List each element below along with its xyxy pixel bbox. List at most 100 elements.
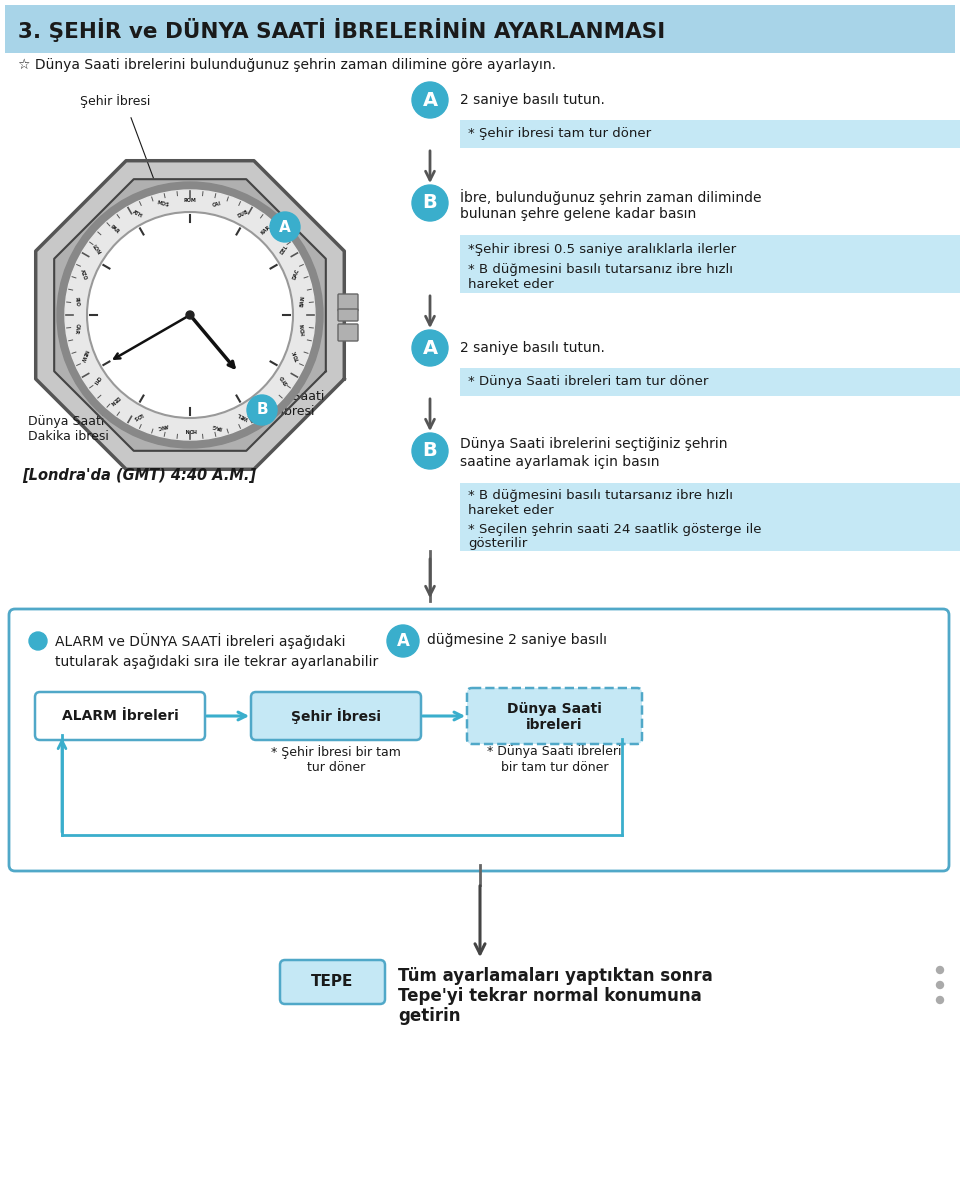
Text: KAR: KAR (260, 224, 272, 235)
FancyBboxPatch shape (460, 235, 960, 293)
FancyBboxPatch shape (338, 309, 358, 321)
Text: Tepe'yi tekrar normal konumuna: Tepe'yi tekrar normal konumuna (398, 986, 702, 1005)
Text: A: A (396, 632, 409, 650)
FancyBboxPatch shape (280, 961, 385, 1004)
Text: hareket eder: hareket eder (468, 504, 554, 517)
Text: CHI: CHI (91, 374, 101, 385)
Text: A: A (422, 91, 438, 110)
Text: 2 saniye basılı tutun.: 2 saniye basılı tutun. (460, 341, 605, 355)
Circle shape (937, 996, 944, 1003)
Text: BAN: BAN (300, 295, 306, 308)
Text: TOK: TOK (292, 349, 300, 361)
Circle shape (247, 395, 277, 425)
Text: İbre, bulunduğunuz şehrin zaman diliminde: İbre, bulunduğunuz şehrin zaman dilimind… (460, 189, 761, 205)
Text: Dünya Saati: Dünya Saati (507, 702, 602, 716)
Circle shape (270, 212, 300, 242)
Text: 2 saniye basılı tutun.: 2 saniye basılı tutun. (460, 93, 605, 107)
FancyBboxPatch shape (338, 294, 358, 312)
Text: ALARM ve DÜNYA SAATİ ibreleri aşağıdaki: ALARM ve DÜNYA SAATİ ibreleri aşağıdaki (55, 632, 346, 649)
Text: DEL: DEL (278, 244, 289, 256)
Text: Dünya Saati ibrelerini seçtiğiniz şehrin: Dünya Saati ibrelerini seçtiğiniz şehrin (460, 437, 728, 451)
Text: NOU: NOU (259, 394, 272, 406)
Polygon shape (54, 179, 325, 451)
Text: * Dünya Saati ibreleri tam tur döner: * Dünya Saati ibreleri tam tur döner (468, 375, 708, 388)
FancyBboxPatch shape (338, 324, 358, 341)
Text: ALARM İbreleri: ALARM İbreleri (61, 709, 179, 723)
Text: * B düğmesini basılı tutarsanız ibre hızlı: * B düğmesini basılı tutarsanız ibre hız… (468, 263, 733, 276)
Text: *Şehir ibresi 0.5 saniye aralıklarla ilerler: *Şehir ibresi 0.5 saniye aralıklarla ile… (468, 243, 736, 256)
Text: A: A (279, 219, 291, 235)
Text: LOS: LOS (132, 412, 143, 420)
Text: gösterilir: gösterilir (468, 538, 527, 551)
Text: PAR: PAR (108, 224, 120, 235)
Polygon shape (36, 160, 345, 470)
Text: CAI: CAI (212, 201, 223, 208)
Text: ATH: ATH (132, 209, 143, 218)
Text: Şehir İbresi: Şehir İbresi (80, 94, 150, 109)
Circle shape (29, 632, 47, 650)
Circle shape (412, 330, 448, 366)
FancyBboxPatch shape (467, 688, 642, 745)
Circle shape (65, 190, 315, 440)
FancyBboxPatch shape (251, 691, 421, 740)
Text: Tüm ayarlamaları yaptıktan sonra: Tüm ayarlamaları yaptıktan sonra (398, 966, 712, 985)
Text: SYD: SYD (278, 374, 289, 386)
Circle shape (412, 81, 448, 118)
FancyBboxPatch shape (9, 609, 949, 871)
Text: DUB: DUB (236, 209, 250, 219)
Text: Dakika ibresi: Dakika ibresi (28, 430, 108, 442)
Text: * Şehir ibresi tam tur döner: * Şehir ibresi tam tur döner (468, 127, 651, 140)
Text: Dünya Saati: Dünya Saati (248, 391, 324, 404)
Circle shape (387, 625, 419, 657)
Text: [Londra'da (GMT) 4:40 A.M.]: [Londra'da (GMT) 4:40 A.M.] (22, 468, 256, 483)
Text: 3. ŞEHİR ve DÜNYA SAATİ İBRELERİNİN AYARLANMASI: 3. ŞEHİR ve DÜNYA SAATİ İBRELERİNİN AYAR… (18, 18, 665, 42)
FancyBboxPatch shape (5, 5, 955, 53)
Text: TEPE: TEPE (311, 975, 353, 990)
Text: ANC: ANC (156, 422, 169, 430)
Text: DAC: DAC (292, 268, 300, 281)
Circle shape (87, 212, 293, 418)
Text: ibreleri: ibreleri (526, 717, 583, 732)
Text: B: B (422, 194, 438, 212)
Text: Dünya Saati: Dünya Saati (28, 415, 105, 428)
Circle shape (937, 982, 944, 989)
Circle shape (412, 433, 448, 468)
Text: CAR: CAR (74, 323, 80, 334)
Text: ☆ Dünya Saati ibrelerini bulunduğunuz şehrin zaman dilimine göre ayarlayın.: ☆ Dünya Saati ibrelerini bulunduğunuz şe… (18, 58, 556, 72)
Text: bulunan şehre gelene kadar basın: bulunan şehre gelene kadar basın (460, 206, 696, 221)
Text: MOS: MOS (156, 201, 170, 208)
Circle shape (412, 185, 448, 221)
Text: * Şehir İbresi bir tam: * Şehir İbresi bir tam (271, 745, 401, 759)
Text: A: A (422, 339, 438, 358)
Text: saatine ayarlamak için basın: saatine ayarlamak için basın (460, 455, 660, 468)
Text: NEW: NEW (79, 348, 88, 362)
Text: LON: LON (91, 244, 102, 256)
Text: WEL: WEL (236, 411, 250, 421)
Text: * Dünya Saati ibreleri: * Dünya Saati ibreleri (488, 745, 622, 758)
Text: AZO: AZO (79, 268, 87, 281)
Text: HON: HON (300, 322, 306, 335)
Text: tutularak aşağıdaki sıra ile tekrar ayarlanabilir: tutularak aşağıdaki sıra ile tekrar ayar… (55, 655, 378, 669)
Text: Şehir İbresi: Şehir İbresi (291, 708, 381, 725)
Circle shape (57, 182, 323, 448)
Text: DEN: DEN (108, 394, 120, 406)
Text: bir tam tur döner: bir tam tur döner (501, 761, 609, 774)
Text: PAG: PAG (211, 422, 223, 430)
FancyBboxPatch shape (35, 691, 205, 740)
FancyBboxPatch shape (460, 368, 960, 396)
Text: Saat İbresi: Saat İbresi (248, 405, 315, 418)
Text: B: B (422, 441, 438, 460)
Text: düğmesine 2 saniye basılı: düğmesine 2 saniye basılı (427, 632, 607, 647)
Text: RIO: RIO (74, 296, 80, 307)
Text: tur döner: tur döner (307, 761, 365, 774)
Text: * B düğmesini basılı tutarsanız ibre hızlı: * B düğmesini basılı tutarsanız ibre hız… (468, 489, 733, 502)
Circle shape (186, 312, 194, 319)
FancyBboxPatch shape (460, 120, 960, 148)
Text: HON: HON (183, 426, 196, 432)
Text: ROM: ROM (183, 198, 197, 203)
Circle shape (937, 966, 944, 974)
Text: hareket eder: hareket eder (468, 278, 554, 291)
Text: B: B (256, 402, 268, 418)
FancyBboxPatch shape (460, 483, 960, 551)
Text: getirin: getirin (398, 1007, 461, 1025)
